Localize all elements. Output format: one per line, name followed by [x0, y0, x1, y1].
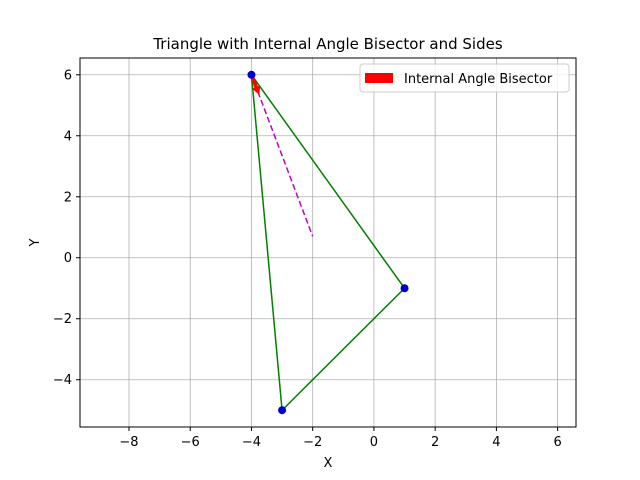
triangle-vertex: [247, 70, 256, 79]
x-tick-label: −6: [181, 435, 200, 450]
triangle-side: [250, 74, 283, 411]
axes-frame: [79, 57, 577, 428]
x-tick-label: −2: [303, 435, 322, 450]
x-tick-label: 6: [553, 435, 561, 450]
legend: Internal Angle Bisector: [359, 63, 570, 93]
y-tick-label: 4: [64, 129, 72, 144]
plot-layer: [247, 70, 409, 415]
chart-title: Triangle with Internal Angle Bisector an…: [152, 35, 502, 53]
triangle-side: [250, 74, 406, 289]
x-tick-label: 0: [370, 435, 378, 450]
triangle-side: [281, 287, 406, 411]
x-tick-label: −4: [242, 435, 261, 450]
y-tick-label: 0: [64, 251, 72, 266]
x-axis-label: X: [324, 456, 333, 471]
x-tick-label: 4: [492, 435, 500, 450]
legend-swatch: [365, 73, 393, 83]
y-tick-label: 2: [64, 190, 72, 205]
legend-label: Internal Angle Bisector: [404, 72, 553, 87]
legend-box: [359, 63, 570, 93]
x-tick-label: 2: [431, 435, 439, 450]
y-tick-label: 6: [64, 68, 72, 83]
bisector-line: [250, 74, 314, 237]
y-axis-label: Y: [28, 238, 43, 247]
tick-layer: −8 −6 −4 −2 0 2 4 6 −4 −2 0 2 4 6: [53, 68, 562, 450]
triangle-vertex: [400, 284, 409, 293]
y-tick-label: −4: [53, 373, 72, 388]
triangle-vertex: [278, 406, 287, 415]
y-tick-label: −2: [53, 312, 72, 327]
x-tick-label: −8: [119, 435, 138, 450]
grid-layer: [80, 58, 576, 427]
